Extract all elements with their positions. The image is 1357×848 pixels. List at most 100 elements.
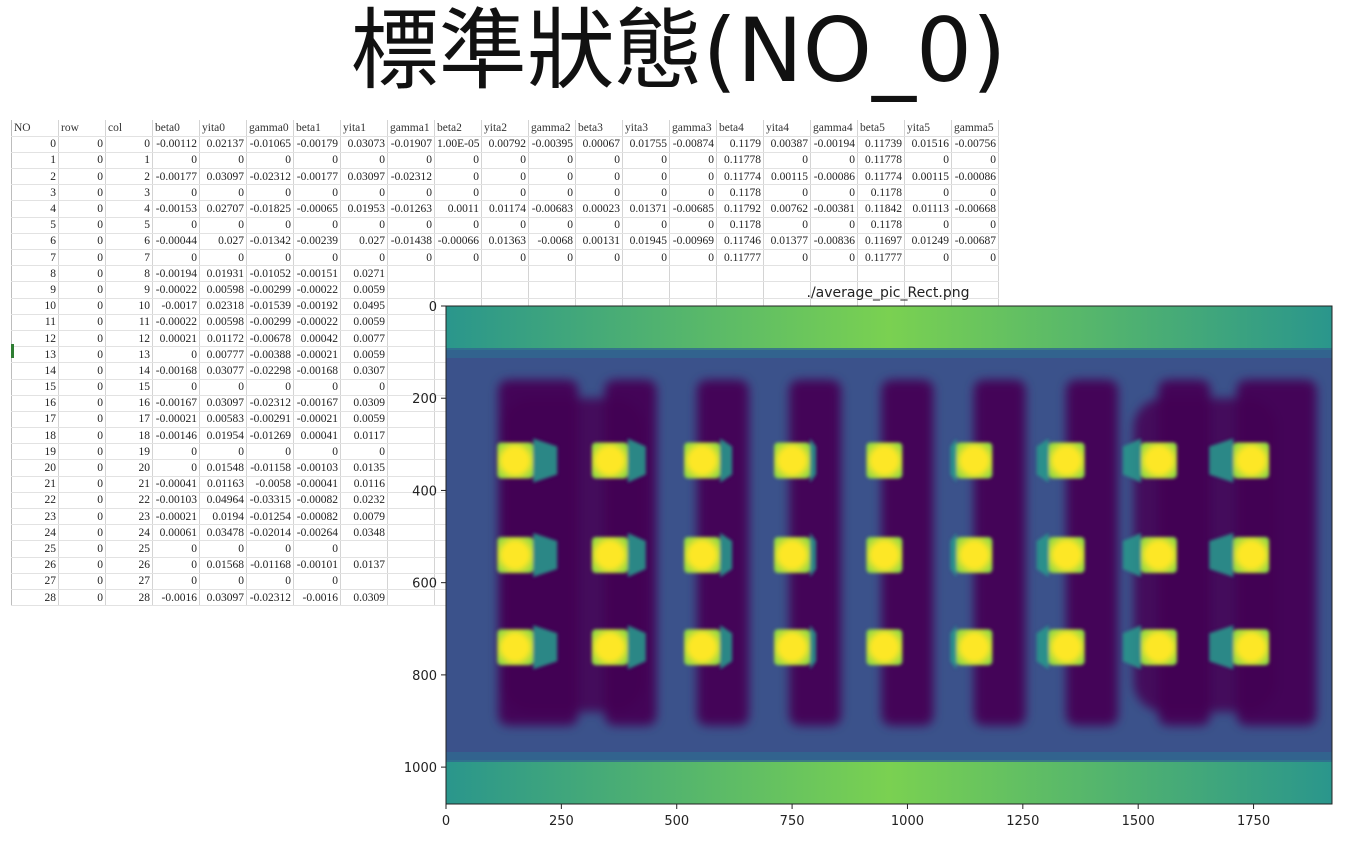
table-cell[interactable]: 0 <box>293 573 341 590</box>
table-cell[interactable]: -0.00044 <box>152 233 200 251</box>
table-cell[interactable]: 0 <box>763 152 811 170</box>
table-cell[interactable]: 0 <box>293 443 341 461</box>
table-cell[interactable]: 0 <box>58 573 106 590</box>
table-cell[interactable]: 0 <box>58 249 106 267</box>
table-cell[interactable] <box>387 476 435 493</box>
table-cell[interactable]: -0.00021 <box>152 411 200 429</box>
table-cell[interactable]: -0.00146 <box>152 427 200 445</box>
table-cell[interactable]: 0 <box>434 249 482 267</box>
table-cell[interactable]: 0.0307 <box>340 362 388 380</box>
table-cell[interactable]: -0.01907 <box>387 136 435 153</box>
table-cell[interactable]: 0.11697 <box>857 233 905 251</box>
table-cell[interactable]: 0.11792 <box>716 200 764 218</box>
table-cell[interactable]: 0 <box>528 168 576 186</box>
table-cell[interactable]: 0 <box>199 379 247 396</box>
table-cell[interactable]: 0.00387 <box>763 136 811 153</box>
table-cell[interactable] <box>669 281 717 299</box>
table-cell[interactable]: 7 <box>105 249 153 267</box>
table-cell[interactable]: 0 <box>58 298 106 315</box>
table-cell[interactable]: -0.02014 <box>246 524 294 542</box>
table-cell[interactable]: 21 <box>105 476 153 493</box>
table-cell[interactable]: -0.00168 <box>152 362 200 380</box>
table-cell[interactable]: 0.1178 <box>857 217 905 234</box>
table-cell[interactable]: 0 <box>810 249 858 267</box>
table-cell[interactable]: 0 <box>340 379 388 396</box>
table-cell[interactable]: 0 <box>152 217 200 234</box>
table-cell[interactable]: 0 <box>58 540 106 558</box>
table-cell[interactable]: 0 <box>58 492 106 510</box>
table-cell[interactable]: -0.00103 <box>152 492 200 510</box>
table-cell[interactable]: 0.01931 <box>199 265 247 283</box>
table-cell[interactable]: -0.00685 <box>669 200 717 218</box>
table-cell[interactable]: 12 <box>105 330 153 348</box>
table-cell[interactable]: 0 <box>58 200 106 218</box>
table-cell[interactable]: 0 <box>58 362 106 380</box>
table-cell[interactable] <box>434 265 482 283</box>
table-cell[interactable]: 0 <box>669 184 717 202</box>
table-cell[interactable]: 0 <box>904 249 952 267</box>
table-cell[interactable] <box>340 573 388 590</box>
column-header[interactable]: yita5 <box>904 120 952 137</box>
table-cell[interactable]: -0.0016 <box>152 589 200 607</box>
table-cell[interactable]: 6 <box>11 233 59 251</box>
table-cell[interactable]: 7 <box>11 249 59 267</box>
table-cell[interactable]: 0 <box>669 152 717 170</box>
table-cell[interactable]: 0 <box>58 459 106 477</box>
table-cell[interactable]: -0.03315 <box>246 492 294 510</box>
table-cell[interactable] <box>387 362 435 380</box>
table-cell[interactable]: 0.00598 <box>199 281 247 299</box>
table-cell[interactable]: 23 <box>105 508 153 526</box>
table-cell[interactable]: 0 <box>387 217 435 234</box>
table-cell[interactable]: -0.02298 <box>246 362 294 380</box>
table-cell[interactable]: 8 <box>11 265 59 283</box>
table-cell[interactable]: 0 <box>58 395 106 412</box>
table-cell[interactable] <box>387 281 435 299</box>
table-cell[interactable]: -0.00022 <box>152 281 200 299</box>
table-cell[interactable]: -0.00021 <box>293 346 341 364</box>
table-cell[interactable]: 0.0059 <box>340 314 388 331</box>
table-cell[interactable]: 10 <box>11 298 59 315</box>
table-cell[interactable]: 0 <box>669 217 717 234</box>
table-cell[interactable]: 16 <box>11 395 59 412</box>
table-cell[interactable]: 0.11777 <box>716 249 764 267</box>
table-cell[interactable]: -0.00086 <box>810 168 858 186</box>
table-cell[interactable]: 28 <box>11 589 59 607</box>
table-cell[interactable] <box>387 492 435 510</box>
table-cell[interactable]: 0 <box>105 136 153 153</box>
table-cell[interactable]: 0.11777 <box>857 249 905 267</box>
column-header[interactable]: NO <box>11 120 59 137</box>
table-cell[interactable]: -0.0016 <box>293 589 341 607</box>
table-cell[interactable] <box>387 298 435 315</box>
table-cell[interactable]: 0.0348 <box>340 524 388 542</box>
table-cell[interactable]: 0.0309 <box>340 395 388 412</box>
table-cell[interactable]: -0.01342 <box>246 233 294 251</box>
table-cell[interactable]: 0.03077 <box>199 362 247 380</box>
table-cell[interactable]: 11 <box>105 314 153 331</box>
table-cell[interactable]: -0.00395 <box>528 136 576 153</box>
table-cell[interactable]: 0 <box>340 217 388 234</box>
table-cell[interactable]: 0 <box>199 249 247 267</box>
table-cell[interactable]: -0.00022 <box>293 314 341 331</box>
table-cell[interactable]: 0 <box>246 249 294 267</box>
table-cell[interactable] <box>387 427 435 445</box>
table-cell[interactable]: 0 <box>340 152 388 170</box>
table-cell[interactable]: 0.0079 <box>340 508 388 526</box>
table-cell[interactable]: 0.03097 <box>199 395 247 412</box>
table-cell[interactable] <box>528 265 576 283</box>
table-cell[interactable]: 0 <box>293 249 341 267</box>
table-cell[interactable]: 0 <box>152 459 200 477</box>
table-cell[interactable]: 0 <box>763 184 811 202</box>
table-cell[interactable]: 0 <box>58 233 106 251</box>
table-cell[interactable]: 1 <box>11 152 59 170</box>
table-cell[interactable]: 18 <box>105 427 153 445</box>
table-cell[interactable]: -0.00177 <box>293 168 341 186</box>
table-cell[interactable]: 0.01945 <box>622 233 670 251</box>
table-cell[interactable]: 0 <box>152 573 200 590</box>
table-cell[interactable]: 0 <box>951 249 999 267</box>
table-cell[interactable]: 0 <box>58 411 106 429</box>
table-cell[interactable]: 0 <box>152 557 200 574</box>
table-cell[interactable]: 0.11774 <box>716 168 764 186</box>
table-cell[interactable]: -0.00756 <box>951 136 999 153</box>
column-header[interactable]: yita4 <box>763 120 811 137</box>
table-cell[interactable]: 18 <box>11 427 59 445</box>
